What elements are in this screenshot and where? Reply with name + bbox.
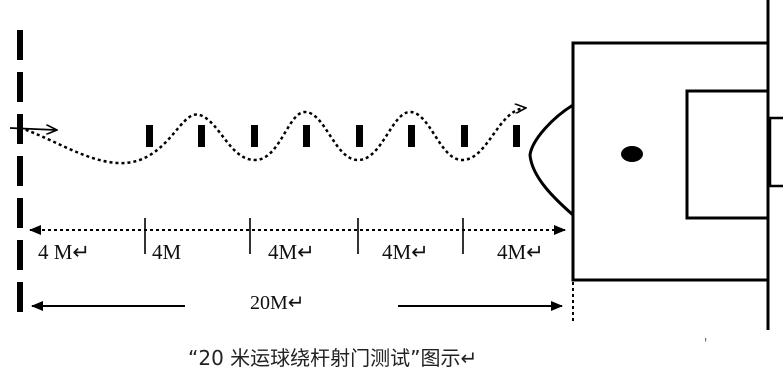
pole-marker	[146, 125, 153, 147]
pole-marker	[303, 125, 310, 147]
start-arrow	[9, 128, 56, 130]
goal	[768, 116, 783, 188]
pole-marker	[461, 125, 468, 147]
segment-label: 4M↵	[497, 240, 544, 264]
pole-marker	[513, 125, 520, 147]
penalty-arc	[528, 103, 574, 217]
penalty-area	[571, 41, 768, 282]
segment-label: 4 M↵	[38, 240, 91, 264]
goal-area	[685, 89, 768, 220]
figure-caption: “20 米运球绕杆射门测试”图示↵	[188, 346, 478, 370]
pole-markers	[146, 125, 520, 147]
stray-mark: '	[704, 336, 708, 350]
distance-ticks	[144, 218, 464, 254]
segment-label: 4M↵	[268, 240, 315, 264]
pole-marker	[198, 125, 205, 147]
total-distance-label: 20M↵	[250, 292, 305, 314]
dribble-path	[19, 108, 525, 165]
pole-marker	[356, 125, 363, 147]
penalty-spot	[621, 146, 643, 162]
pole-marker	[251, 125, 258, 147]
segment-label: 4M↵	[382, 240, 429, 264]
segment-label: 4M	[152, 240, 182, 264]
pole-marker	[408, 125, 415, 147]
